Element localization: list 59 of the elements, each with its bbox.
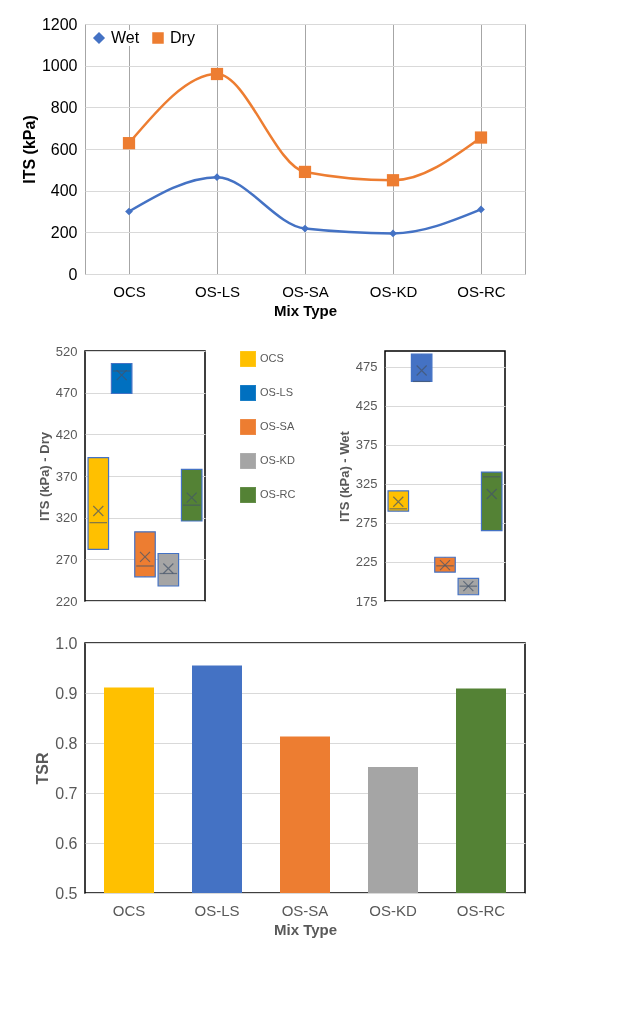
x-tick-label: OCS — [112, 901, 146, 919]
legend-label: OCS — [260, 352, 284, 364]
legend-label: Wet — [111, 29, 140, 46]
y-tick-label: 425 — [355, 398, 378, 414]
y-tick-label: 0.8 — [55, 734, 78, 752]
x-axis-title: Mix Type — [273, 301, 338, 319]
y-tick-label: 400 — [50, 182, 78, 200]
legend-label: OS-RC — [260, 488, 296, 500]
point — [125, 207, 133, 216]
y-tick-label: 600 — [50, 140, 78, 158]
y-tick-label: 1200 — [41, 15, 78, 33]
y-tick-label: 0.7 — [55, 784, 78, 802]
x-tick-label: OS-SA — [281, 901, 329, 919]
legend-label: OS-SA — [260, 420, 295, 432]
point — [386, 174, 400, 187]
y-tick-label: 220 — [55, 593, 78, 609]
x-tick-label: OS-LS — [194, 901, 240, 919]
y-axis-title: ITS (kPa) - Dry — [36, 431, 52, 521]
point — [122, 137, 136, 150]
point — [210, 67, 224, 81]
x-tick-label: OS-LS — [194, 282, 241, 300]
y-tick-label: 370 — [55, 468, 78, 484]
point — [301, 224, 309, 233]
y-tick-label: 270 — [55, 551, 78, 567]
y-tick-label: 325 — [355, 476, 378, 492]
y-tick-label: 520 — [55, 343, 78, 359]
y-tick-label: 275 — [355, 515, 378, 531]
y-tick-label: 320 — [55, 510, 78, 526]
point — [477, 205, 485, 214]
y-tick-label: 475 — [355, 359, 378, 375]
y-tick-label: 375 — [355, 437, 378, 453]
y-tick-label: 420 — [55, 426, 78, 442]
y-tick-label: 225 — [355, 554, 378, 570]
x-tick-label: OS-KD — [369, 282, 418, 300]
y-tick-label: 200 — [50, 223, 78, 241]
y-tick-label: 470 — [55, 385, 78, 401]
x-tick-label: OS-RC — [457, 282, 506, 300]
x-tick-label: OS-SA — [282, 282, 329, 300]
point — [389, 229, 397, 238]
point — [474, 131, 488, 144]
y-tick-label: 1.0 — [55, 634, 78, 652]
x-tick-label: OS-KD — [369, 901, 417, 919]
y-tick-label: 0 — [68, 265, 78, 283]
legend-label: OS-LS — [260, 386, 294, 398]
y-tick-label: 0.5 — [55, 884, 78, 902]
legend-label: Dry — [170, 29, 195, 46]
x-tick-label: OCS — [113, 282, 146, 300]
y-axis-title: ITS (kPa) — [20, 115, 38, 184]
point — [298, 165, 312, 179]
x-axis-title: Mix Type — [273, 920, 338, 938]
y-tick-label: 1000 — [41, 57, 78, 75]
legend-label: OS-KD — [260, 454, 295, 466]
y-axis-title: ITS (kPa) - Wet — [336, 430, 352, 522]
x-tick-label: OS-RC — [456, 901, 506, 919]
y-tick-label: 0.6 — [55, 834, 78, 852]
y-axis-title: TSR — [34, 752, 52, 785]
y-tick-label: 0.9 — [55, 684, 78, 702]
y-tick-label: 800 — [50, 98, 78, 116]
y-tick-label: 175 — [355, 593, 378, 609]
